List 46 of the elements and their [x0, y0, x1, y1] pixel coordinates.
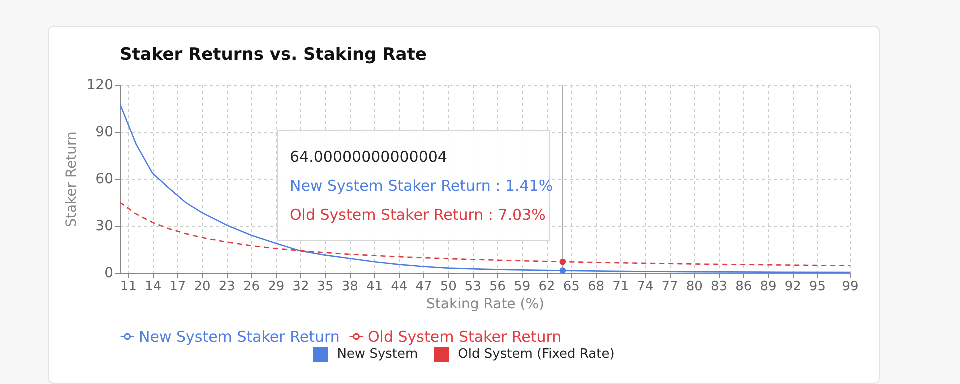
y-tick-label: 90: [96, 124, 114, 140]
x-tick-label: 20: [194, 280, 211, 294]
legend-label: New System Staker Return: [139, 328, 340, 346]
x-tick-label: 92: [784, 280, 802, 294]
x-tick-label: 89: [760, 280, 777, 294]
text: Old System (Fixed Rate): [458, 347, 615, 362]
x-axis-title: Staking Rate (%): [426, 296, 544, 312]
x-tick-label: 99: [842, 280, 859, 294]
x-tick-label: 23: [218, 280, 236, 294]
x-tick-label: 83: [710, 280, 728, 294]
x-tick-label: 38: [342, 280, 358, 294]
y-tick-label: 0: [104, 266, 114, 282]
x-tick-label: 62: [538, 280, 556, 294]
x-tick-label: 59: [514, 280, 531, 294]
annotation: New System Staker Return : 1.41%: [290, 177, 554, 195]
x-tick-label: 32: [292, 280, 310, 294]
x-tick-label: 50: [440, 280, 457, 294]
x-tick-label: 47: [416, 280, 432, 294]
x-tick-label: 11: [120, 280, 137, 294]
annotation: Old System Staker Return : 7.03%: [290, 206, 546, 224]
legend-label: Old System Staker Return: [368, 328, 562, 346]
x-tick-label: 68: [588, 280, 605, 294]
annotation: 64.00000000000004: [290, 148, 448, 166]
x-tick-label: 53: [464, 280, 482, 294]
y-tick-label: 60: [96, 172, 114, 188]
x-tick-label: 71: [612, 280, 630, 294]
text: New System: [337, 347, 418, 362]
x-tick-label: 26: [243, 280, 260, 294]
x-tick-label: 35: [317, 280, 334, 294]
x-tick-label: 95: [809, 280, 826, 294]
x-tick-label: 14: [145, 280, 162, 294]
x-tick-label: 74: [637, 280, 654, 294]
x-tick-label: 77: [662, 280, 678, 294]
x-tick-label: 44: [391, 280, 408, 294]
y-tick-label: 30: [96, 218, 114, 234]
y-tick-label: 120: [86, 78, 114, 94]
x-tick-label: 17: [170, 280, 186, 294]
x-tick-label: 56: [490, 280, 506, 294]
x-tick-label: 80: [686, 280, 703, 294]
x-tick-label: 29: [268, 280, 285, 294]
x-tick-label: 65: [563, 280, 580, 294]
x-tick-label: 86: [736, 280, 752, 294]
x-tick-label: 41: [366, 280, 384, 294]
chart-title: Staker Returns vs. Staking Rate: [120, 45, 427, 65]
line-series: [120, 202, 850, 267]
y-axis-title: Staker Return: [64, 132, 80, 228]
